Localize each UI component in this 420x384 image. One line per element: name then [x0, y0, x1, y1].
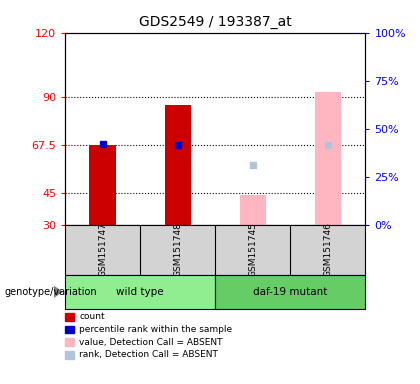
Bar — [215, 275, 365, 309]
Bar — [89, 145, 116, 225]
Polygon shape — [54, 286, 63, 298]
Text: wild type: wild type — [116, 287, 164, 297]
Text: GSM151748: GSM151748 — [173, 222, 182, 277]
Text: genotype/variation: genotype/variation — [4, 287, 97, 297]
Text: daf-19 mutant: daf-19 mutant — [253, 287, 328, 297]
Bar — [65, 275, 215, 309]
Text: GSM151746: GSM151746 — [323, 222, 332, 277]
Text: percentile rank within the sample: percentile rank within the sample — [79, 325, 233, 334]
Bar — [240, 195, 266, 225]
Text: value, Detection Call = ABSENT: value, Detection Call = ABSENT — [79, 338, 223, 347]
Text: count: count — [79, 312, 105, 321]
Bar — [165, 105, 191, 225]
Text: GSM151747: GSM151747 — [98, 222, 107, 277]
Text: GSM151745: GSM151745 — [248, 222, 257, 277]
Text: rank, Detection Call = ABSENT: rank, Detection Call = ABSENT — [79, 350, 218, 359]
Title: GDS2549 / 193387_at: GDS2549 / 193387_at — [139, 15, 291, 29]
Bar — [315, 93, 341, 225]
